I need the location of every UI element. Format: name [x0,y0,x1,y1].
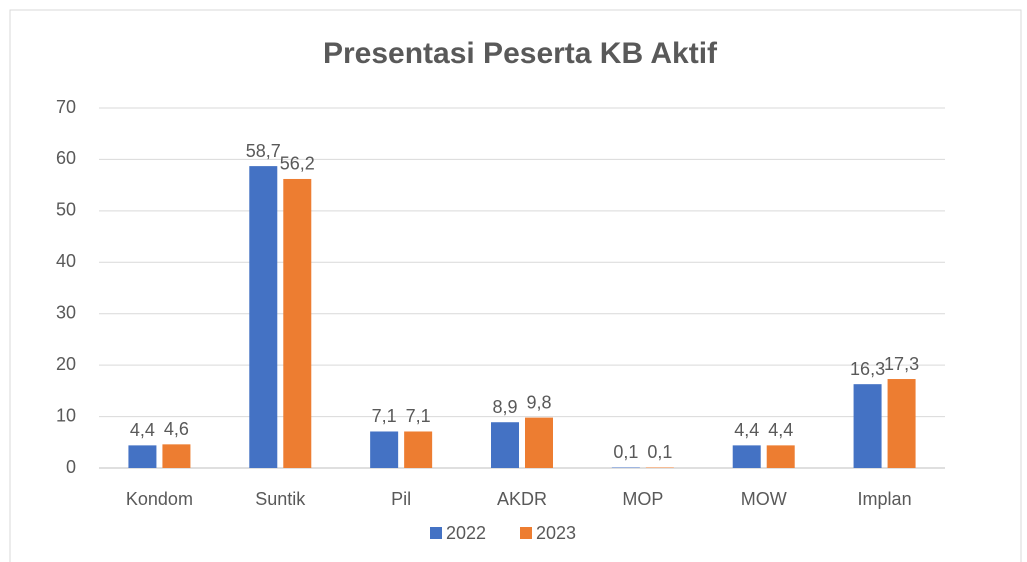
y-tick-label: 60 [56,148,76,168]
bar [853,384,882,468]
data-label: 4,4 [130,420,155,440]
bar [404,431,433,468]
x-tick-label: Implan [858,489,912,509]
y-tick-label: 40 [56,251,76,271]
bar [370,431,399,468]
y-tick-label: 70 [56,97,76,117]
y-tick-label: 0 [66,457,76,477]
legend-label: 2023 [536,523,576,543]
y-tick-label: 30 [56,302,76,322]
x-tick-label: Kondom [126,489,193,509]
bar [525,417,553,468]
chart-frame [9,9,1022,562]
data-label: 56,2 [280,154,315,174]
x-tick-label: Suntik [255,489,306,509]
chart-title: Presentasi Peserta KB Aktif [323,37,718,70]
data-label: 16,3 [850,359,885,379]
x-tick-label: MOW [741,489,787,509]
data-label: 4,4 [768,420,793,440]
y-tick-label: 20 [56,354,76,374]
data-label: 17,3 [884,354,919,374]
legend-swatch [430,527,442,539]
data-label: 4,4 [734,420,759,440]
legend-swatch [520,527,532,539]
bar [645,467,674,468]
x-tick-label: Pil [391,489,411,509]
bar [162,444,191,468]
bar [128,445,157,468]
x-tick-label: AKDR [497,489,547,509]
bar [249,166,278,468]
data-label: 58,7 [246,141,281,161]
bar [611,467,640,468]
bar [887,379,916,468]
y-tick-label: 50 [56,200,76,220]
bar [283,178,312,468]
data-label: 0,1 [647,442,672,462]
legend-label: 2022 [446,523,486,543]
x-tick-label: MOP [622,489,663,509]
bar [732,445,761,468]
data-label: 7,1 [372,406,397,426]
bar [766,445,795,468]
data-label: 4,6 [164,419,189,439]
y-tick-label: 10 [56,405,76,425]
bar [491,422,519,468]
data-label: 9,8 [526,392,551,412]
data-label: 0,1 [613,442,638,462]
data-label: 7,1 [406,406,431,426]
data-label: 8,9 [492,397,517,417]
